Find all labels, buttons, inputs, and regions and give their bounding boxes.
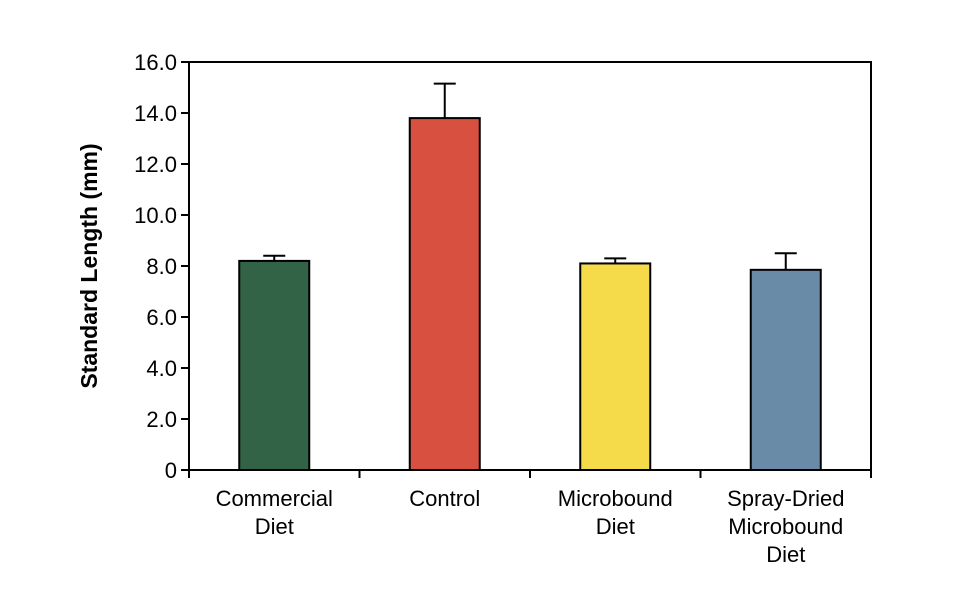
x-category-label: Microbound Diet <box>558 486 673 539</box>
error-bars <box>263 82 797 270</box>
bar <box>238 259 311 471</box>
y-tick-label: 10.0 <box>134 203 177 228</box>
y-tick-label: 14.0 <box>134 101 177 126</box>
bar <box>749 268 822 472</box>
y-axis: 0 2.0 4.0 6.0 8.0 10.0 12.0 14.0 16.0 <box>134 50 189 483</box>
x-category-label: Control <box>409 486 480 511</box>
bar <box>579 262 652 472</box>
y-tick-label: 6.0 <box>146 305 177 330</box>
y-tick-label: 4.0 <box>146 356 177 381</box>
y-tick-label: 16.0 <box>134 50 177 75</box>
y-axis-title: Standard Length (mm) <box>76 143 102 388</box>
y-tick-label: 8.0 <box>146 254 177 279</box>
bar <box>408 117 481 471</box>
x-category-label: Spray-Dried Microbound Diet <box>727 486 844 567</box>
y-tick-label: 2.0 <box>146 407 177 432</box>
y-tick-label: 12.0 <box>134 152 177 177</box>
y-tick-label: 0 <box>165 458 177 483</box>
x-category-label: Commercial Diet <box>216 486 333 539</box>
x-axis: Commercial Diet Control Microbound Diet Spray… <box>188 470 872 567</box>
bars <box>238 117 822 472</box>
